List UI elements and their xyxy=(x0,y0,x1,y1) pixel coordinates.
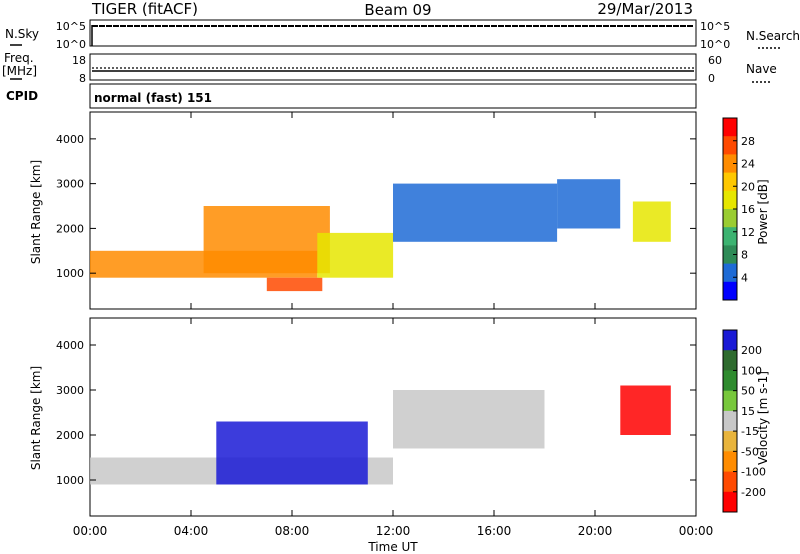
colorbar-segment xyxy=(723,431,737,452)
colorbar-tick-label: 4 xyxy=(741,271,748,284)
freq-label-line2: [MHz] xyxy=(2,64,37,78)
date-label: 29/Mar/2013 xyxy=(597,0,693,18)
xtick-label: 00:00 xyxy=(679,524,714,538)
colorbar-tick-label: 200 xyxy=(741,344,762,357)
colorbar-segment xyxy=(723,451,737,472)
radar-title: TIGER (fitACF) xyxy=(91,0,198,18)
nsky-tick-bottom: 10^0 xyxy=(56,38,86,51)
velocity-echo-region xyxy=(393,390,545,449)
colorbar-tick-label: 24 xyxy=(741,158,755,171)
colorbar-segment xyxy=(723,190,737,210)
power-ylabel: Slant Range [km] xyxy=(29,160,43,264)
colorbar-segment xyxy=(723,227,737,246)
velocity-ytick-label: 2000 xyxy=(56,429,84,442)
power-panel: 1000 2000 3000 4000 Slant Range [km] xyxy=(29,111,697,310)
colorbar-segment xyxy=(723,118,737,137)
power-ytick-label: 1000 xyxy=(56,267,84,280)
colorbar-segment xyxy=(723,154,737,174)
colorbar-tick-label: -50 xyxy=(741,445,759,458)
colorbar-segment xyxy=(723,263,737,283)
colorbar-tick-label: 16 xyxy=(741,203,755,216)
power-echo-region xyxy=(317,232,394,278)
nsearch-label: N.Search xyxy=(746,29,800,43)
xtick-label: 12:00 xyxy=(376,524,411,538)
velocity-ytick-label: 4000 xyxy=(56,339,84,352)
xtick-label: 20:00 xyxy=(578,524,613,538)
nave-tick-top: 60 xyxy=(708,54,722,67)
colorbar-tick-label: 20 xyxy=(741,180,755,193)
power-echo-region xyxy=(632,201,671,242)
velocity-colorbar: 200 100 50 15 -15 -50 -100 -200 xyxy=(722,329,766,513)
velocity-ytick-label: 3000 xyxy=(56,384,84,397)
colorbar-tick-label: 12 xyxy=(741,226,755,239)
colorbar-segment xyxy=(723,370,737,392)
power-colorbar-label: Power [dB] xyxy=(756,179,770,244)
xtick-label: 04:00 xyxy=(174,524,209,538)
nsearch-tick-top: 10^5 xyxy=(700,20,730,33)
colorbar-tick-label: 8 xyxy=(741,249,748,262)
xtick-label: 08:00 xyxy=(275,524,310,538)
power-ytick-label: 4000 xyxy=(56,133,84,146)
velocity-ytick-label: 1000 xyxy=(56,474,84,487)
nsky-panel xyxy=(89,19,697,47)
power-echo-region xyxy=(557,179,621,229)
colorbar-tick-label: -15 xyxy=(741,425,759,438)
colorbar-segment xyxy=(723,330,737,351)
colorbar-segment xyxy=(723,491,737,513)
freq-tick-top: 18 xyxy=(72,54,86,67)
colorbar-segment xyxy=(723,209,737,228)
x-axis-label: Time UT xyxy=(367,540,418,554)
colorbar-tick-label: 15 xyxy=(741,405,755,418)
freq-panel xyxy=(89,53,697,81)
cpid-label: CPID xyxy=(6,89,38,103)
colorbar-segment xyxy=(723,172,737,192)
colorbar-segment xyxy=(723,281,737,301)
nave-label: Nave xyxy=(746,62,777,76)
power-echo-region xyxy=(266,277,323,292)
nave-tick-bottom: 0 xyxy=(708,72,715,85)
power-ytick-label: 2000 xyxy=(56,222,84,235)
colorbar-segment xyxy=(723,410,737,432)
velocity-echo-region xyxy=(620,385,671,435)
nsky-tick-top: 10^5 xyxy=(56,20,86,33)
colorbar-frame xyxy=(722,329,738,513)
colorbar-segment xyxy=(723,136,737,155)
velocity-colorbar-label: Velocity [m s-1] xyxy=(756,371,770,465)
colorbar-segment xyxy=(723,471,737,493)
velocity-ylabel: Slant Range [km] xyxy=(29,366,43,470)
power-echo-region xyxy=(203,206,330,274)
power-colorbar: 28 24 20 16 12 8 4 xyxy=(722,117,755,301)
cpid-panel xyxy=(89,83,697,109)
nsearch-tick-bottom: 10^0 xyxy=(700,38,730,51)
power-ytick-label: 3000 xyxy=(56,178,84,191)
colorbar-segment xyxy=(723,245,737,265)
colorbar-tick-label: 100 xyxy=(741,364,762,377)
freq-tick-bottom: 8 xyxy=(79,72,86,85)
power-echo-region xyxy=(393,183,558,242)
freq-label-line1: Freq. xyxy=(4,51,34,65)
colorbar-tick-label: -200 xyxy=(741,486,766,499)
colorbar-tick-label: -100 xyxy=(741,466,766,479)
cpid-value: normal (fast) 151 xyxy=(94,91,212,105)
colorbar-tick-label: 28 xyxy=(741,135,755,148)
xtick-label: 00:00 xyxy=(73,524,108,538)
xtick-label: 16:00 xyxy=(477,524,512,538)
velocity-panel: 1000 2000 3000 4000 Slant Range [km] xyxy=(29,317,697,517)
colorbar-segment xyxy=(723,350,737,371)
beam-label: Beam 09 xyxy=(364,1,431,19)
nsky-label: N.Sky xyxy=(5,27,39,41)
velocity-echo-region xyxy=(216,421,368,485)
colorbar-tick-label: 50 xyxy=(741,385,755,398)
colorbar-segment xyxy=(723,390,737,412)
